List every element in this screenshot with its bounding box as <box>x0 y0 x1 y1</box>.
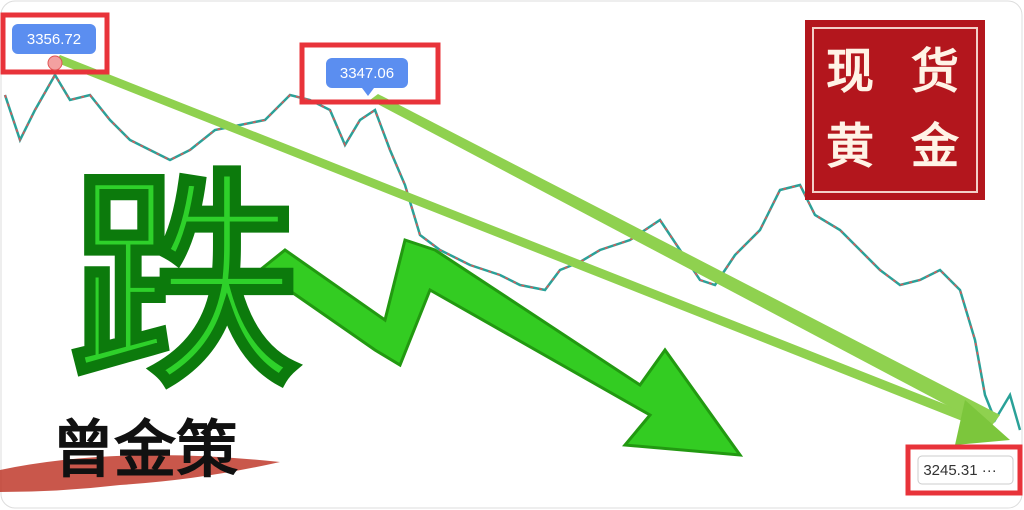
price-tag <box>917 455 1014 485</box>
signature: 曾金策 <box>52 413 238 486</box>
arrowhead <box>955 400 1010 445</box>
stamp <box>805 20 985 200</box>
highlight-box <box>905 444 1023 496</box>
price-tag-label: 3356.72 <box>27 31 81 48</box>
highlight-box <box>299 42 441 105</box>
trend-arrow <box>370 94 1000 428</box>
brush-stroke <box>0 455 280 492</box>
stamp-char: 货 <box>911 44 959 100</box>
stamp-char: 黄 <box>826 119 874 175</box>
zigzag-arrow <box>257 238 744 457</box>
tag-pointer <box>362 88 374 96</box>
headline: 跌 <box>70 151 300 418</box>
price-tag-label: 3245.31 ··· <box>923 462 996 479</box>
trend-arrow <box>55 55 985 428</box>
stamp-char: 现 <box>826 44 874 100</box>
price-tag <box>12 24 96 54</box>
marker <box>47 55 63 71</box>
highlight-box <box>0 12 110 75</box>
stamp-char: 金 <box>910 119 960 175</box>
price-tag <box>326 58 408 88</box>
stamp-border <box>812 27 978 193</box>
price-tag-label: 3347.06 <box>340 65 394 82</box>
